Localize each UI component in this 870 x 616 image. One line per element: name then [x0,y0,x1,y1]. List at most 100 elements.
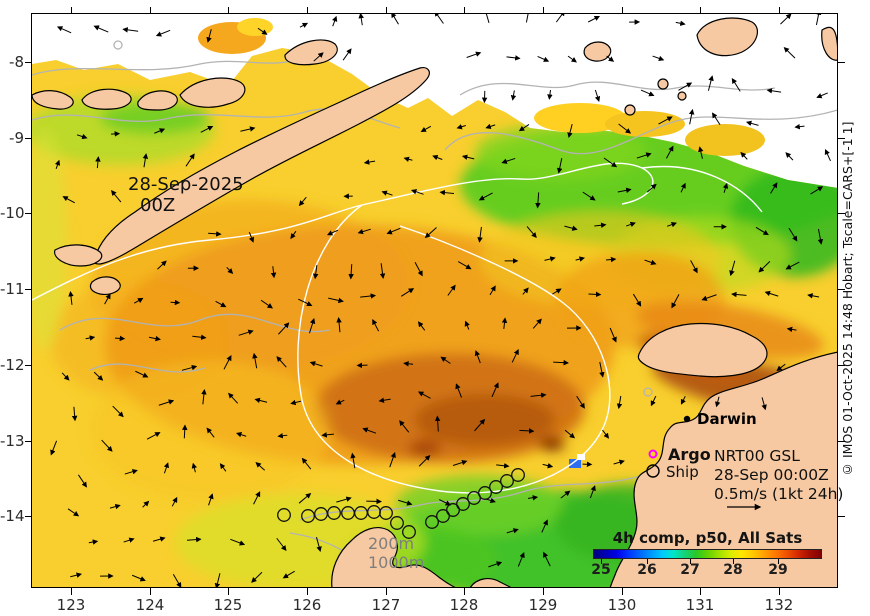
current-arrow [776,363,786,372]
y-tick [25,212,32,214]
land-wetar [284,39,338,66]
current-arrow [609,327,617,343]
current-arrow [707,75,714,91]
current-arrow [567,55,577,63]
current-arrow [594,222,607,228]
current-arrow [824,148,831,162]
depth-200m-label: 200m [368,534,415,553]
current-arrow [71,406,78,422]
current-arrow [181,364,198,371]
x-tick [463,588,465,595]
x-tick-top [385,7,387,14]
current-arrow [276,356,287,368]
current-arrow [298,298,313,307]
current-arrow [535,192,541,209]
current-arrow [731,291,747,298]
current-arrow [780,14,792,25]
x-tick-label: 124 [135,596,165,614]
current-arrow [88,539,99,545]
current-arrow [235,432,247,438]
current-arrow [223,355,232,370]
current-arrow [200,125,214,133]
current-arrow [50,440,58,456]
land-australia [609,351,838,588]
current-arrow [278,322,290,335]
current-arrow [665,145,674,159]
x-tick-label: 131 [685,596,715,614]
legend-scale: 0.5m/s (1kt 24h) [714,485,844,503]
current-arrow [186,536,202,543]
current-arrow [420,125,432,133]
current-arrow [688,108,695,125]
current-arrow [632,293,642,307]
current-arrow [678,82,693,91]
x-tick-label: 123 [56,596,86,614]
current-arrow [432,155,443,161]
current-arrow [238,329,254,336]
current-arrow [518,123,530,132]
current-arrow [277,432,288,439]
y-tick [25,288,32,290]
ship-track [277,468,525,539]
ship-obs-circle [436,509,450,523]
colorbar-title: 4h comp, p50, All Sats [612,529,803,547]
current-arrow [587,15,601,23]
x-tick-label: 130 [607,596,637,614]
current-arrow [501,157,516,164]
current-arrow [157,260,167,270]
x-tick [70,588,72,595]
current-arrow [457,261,472,270]
y-tick-right [838,288,845,290]
current-arrow [61,372,70,381]
current-arrow [466,51,482,58]
x-tick-label: 132 [764,596,794,614]
current-arrow [447,284,456,296]
current-arrow [785,152,794,161]
gsl-contours [32,162,763,494]
current-arrow [360,293,377,299]
current-arrow [783,46,796,59]
current-arrow [348,264,354,280]
current-arrow [93,371,104,381]
colorbar-tick [689,559,691,564]
current-arrow [332,15,338,27]
current-arrow [626,221,636,228]
current-arrow [527,495,539,501]
current-arrow [816,92,828,99]
current-arrow [93,25,109,33]
current-arrow [142,500,150,508]
current-arrow [439,189,455,196]
current-arrow [357,228,371,235]
current-arrow [342,48,352,61]
current-arrow [438,499,452,506]
current-arrow [110,190,122,203]
current-arrow [424,227,437,239]
current-arrow [154,128,166,134]
current-arrow [530,392,547,398]
current-arrow [506,55,521,61]
current-arrow [315,537,322,553]
current-arrow [560,490,571,499]
current-arrow [680,396,686,405]
current-arrow [206,29,212,43]
current-arrow [411,189,424,195]
current-arrow [389,451,396,468]
y-tick-right [838,364,845,366]
current-arrow [555,14,566,23]
current-arrow [575,256,585,262]
current-arrow [109,503,121,510]
current-arrow [605,256,617,263]
land-timor [93,67,430,265]
current-arrow [526,226,537,239]
current-arrow [522,287,529,295]
ship-obs-circle [425,515,439,529]
current-arrow [135,370,149,378]
x-tick-top [542,7,544,14]
current-arrow [240,126,256,132]
current-arrow [336,496,352,503]
current-arrow [146,432,161,440]
current-arrow [362,427,377,434]
current-arrow [731,77,741,92]
current-arrow [794,123,805,130]
current-arrow [181,424,188,439]
